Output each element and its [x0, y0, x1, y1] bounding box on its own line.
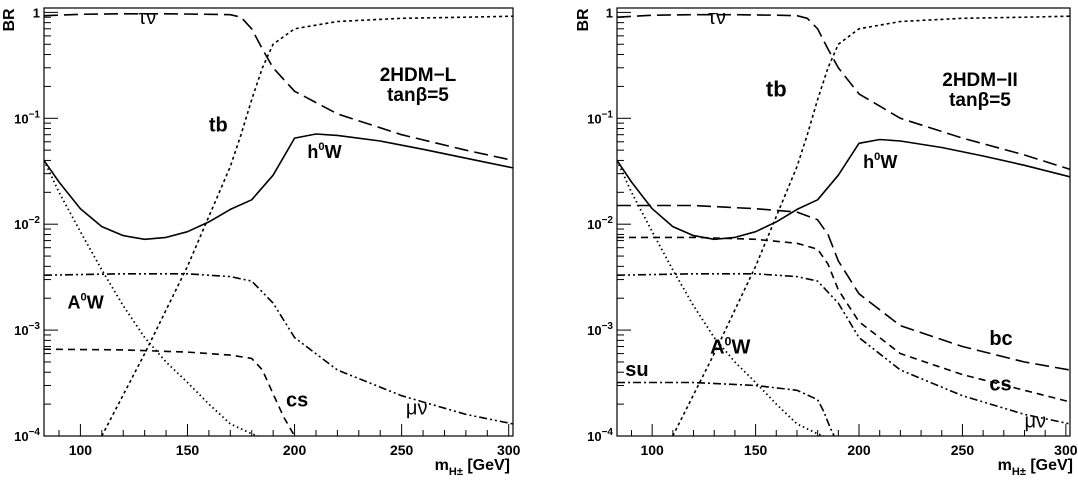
x-tick-label: 200	[283, 442, 307, 458]
series-group	[44, 13, 513, 436]
series-label-su: su	[625, 359, 648, 381]
y-tick-label: 10−1	[587, 109, 613, 126]
x-tick-label: 200	[847, 442, 871, 458]
x-tick-label: 300	[497, 442, 521, 458]
y-axis-label: BR	[1, 8, 18, 32]
x-tick-label: 300	[1054, 442, 1078, 458]
x-tick-label: 250	[390, 442, 414, 458]
x-tick-label: 250	[951, 442, 975, 458]
y-tick-label: 10−2	[14, 215, 40, 232]
series-line-tb	[101, 15, 513, 436]
series-label-tau-nu: τν	[708, 7, 726, 29]
y-axis-label: BR	[575, 8, 592, 32]
series-group	[617, 13, 1070, 436]
x-axis-label: mH± [GeV]	[998, 457, 1073, 478]
y-tick-label: 10−2	[587, 215, 613, 232]
y-tick-label: 1	[33, 5, 40, 20]
series-line-mu-nu	[617, 272, 1070, 425]
y-tick-label: 10−4	[14, 427, 40, 444]
series-line-h0w	[617, 138, 1070, 241]
series-label-h0w: h0W	[863, 151, 897, 172]
x-tick-label: 100	[69, 442, 93, 458]
tanbeta-label: tanβ=5	[949, 90, 1011, 111]
chart-panel-1: 100 150 200 250 300 10−4 10−3 10−2 10−1 1 BR mH± [G…	[1, 5, 521, 478]
y-tick-label: 10−4	[587, 427, 613, 444]
series-label-cs: cs	[989, 373, 1011, 395]
series-line-mu-nu	[44, 272, 513, 425]
series-line-bc	[617, 204, 1070, 371]
series-line-cs	[44, 348, 296, 436]
x-tick-label: 100	[640, 442, 664, 458]
y-tick-label: 10−3	[587, 321, 613, 338]
series-label-tb: tb	[209, 115, 228, 137]
series-line-a0w	[617, 160, 825, 436]
plot-frame	[616, 7, 1071, 437]
x-axis-label: mH± [GeV]	[435, 457, 510, 478]
series-label-mu-nu: μν	[406, 397, 428, 419]
series-line-tau-nu	[44, 13, 513, 162]
tanbeta-label: tanβ=5	[387, 85, 449, 106]
series-label-h0w: h0W	[307, 141, 341, 162]
series-label-tau-nu: τν	[138, 7, 156, 29]
model-label: 2HDM−L	[380, 65, 457, 86]
plot-frame	[43, 7, 514, 437]
series-label-a0w: A0W	[68, 291, 104, 312]
model-label: 2HDM−II	[942, 70, 1018, 91]
chart-panel-2: 100 150 200 250 300 10−4 10−3 10−2 10−1 1 BR mH± [G…	[575, 5, 1078, 478]
y-tick-label: 1	[606, 5, 613, 20]
series-label-tb: tb	[766, 77, 787, 102]
series-line-su	[617, 381, 835, 436]
series-line-tb	[672, 15, 1070, 436]
series-label-cs: cs	[286, 389, 308, 411]
x-tick-label: 150	[176, 442, 200, 458]
series-label-mu-nu: μν	[1024, 411, 1046, 433]
series-line-tau-nu	[617, 13, 1070, 171]
y-tick-label: 10−3	[14, 321, 40, 338]
series-line-cs	[617, 236, 1070, 403]
series-label-a0w: A0W	[710, 335, 750, 359]
series-label-bc: bc	[989, 328, 1012, 350]
y-tick-label: 10−1	[14, 109, 40, 126]
series-line-h0w	[44, 133, 513, 241]
series-line-a0w	[44, 160, 259, 436]
x-tick-label: 150	[744, 442, 768, 458]
